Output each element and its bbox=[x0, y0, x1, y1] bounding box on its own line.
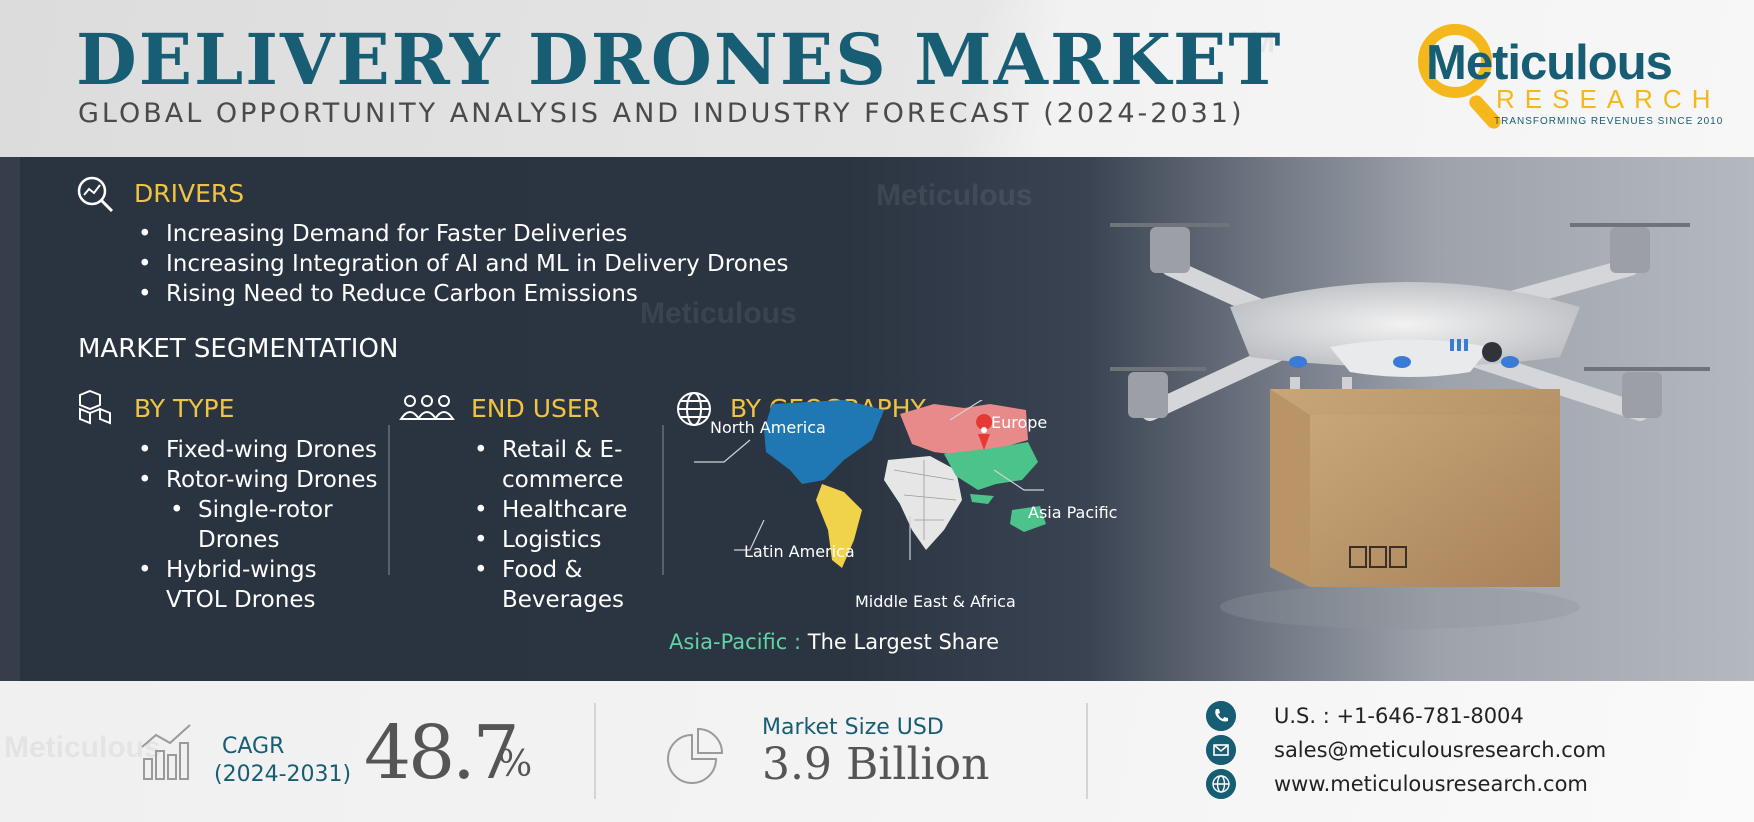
web-globe-icon bbox=[1206, 769, 1236, 799]
footer-divider bbox=[1086, 703, 1088, 799]
cagr-label: CAGR (2024-2031) bbox=[214, 733, 351, 789]
globe-icon bbox=[677, 392, 711, 426]
analytics-magnifier-icon bbox=[77, 176, 114, 213]
largest-share-note: Asia-Pacific : The Largest Share bbox=[669, 630, 999, 654]
end-user-list: Retail & E-commerce Healthcare Logistics… bbox=[470, 435, 670, 615]
segmentation-heading: MARKET SEGMENTATION bbox=[78, 334, 399, 364]
phone-icon bbox=[1206, 701, 1236, 731]
content-panel: Meticulous Meticulous DRIVERS Increasing… bbox=[0, 157, 1754, 681]
delivery-drone-illustration bbox=[1110, 223, 1710, 629]
market-size-label: Market Size USD bbox=[762, 715, 944, 740]
column-divider bbox=[388, 425, 390, 575]
label-europe: Europe bbox=[991, 413, 1048, 432]
type-item: Rotor-wing Drones bbox=[134, 465, 394, 495]
magnifier-icon bbox=[1418, 24, 1492, 98]
column-divider bbox=[662, 425, 664, 575]
page-subtitle: GLOBAL OPPORTUNITY ANALYSIS AND INDUSTRY… bbox=[78, 98, 1245, 129]
drivers-heading: DRIVERS bbox=[134, 179, 245, 208]
cagr-unit: % bbox=[498, 744, 533, 785]
end-user-item: Healthcare bbox=[470, 495, 670, 525]
logo-name: Meticulous bbox=[1426, 36, 1673, 90]
by-type-heading: BY TYPE bbox=[134, 394, 235, 423]
end-user-item: Food & Beverages bbox=[470, 555, 642, 615]
label-mea: Middle East & Africa bbox=[855, 592, 1016, 611]
footer-divider bbox=[594, 703, 596, 799]
watermark: M bbox=[1250, 26, 1275, 59]
cagr-value: 48.7 bbox=[364, 710, 520, 796]
label-latin-america: Latin America bbox=[744, 542, 855, 561]
driver-item: Increasing Demand for Faster Deliveries bbox=[134, 219, 788, 249]
label-asia-pacific: Asia Pacific bbox=[1028, 503, 1118, 522]
logo-tagline: TRANSFORMING REVENUES SINCE 2010 bbox=[1494, 116, 1724, 127]
website-text[interactable]: www.meticulousresearch.com bbox=[1274, 772, 1588, 796]
watermark: Meticulous bbox=[4, 731, 161, 764]
boxes-icon bbox=[79, 389, 111, 425]
type-item: Fixed-wing Drones bbox=[134, 435, 394, 465]
end-user-item: Logistics bbox=[470, 525, 670, 555]
growth-chart-icon bbox=[141, 724, 191, 780]
page-title: DELIVERY DRONES MARKET bbox=[76, 18, 1283, 101]
email-text[interactable]: sales@meticulousresearch.com bbox=[1274, 738, 1607, 762]
brand-logo[interactable]: Meticulous RESEARCH TRANSFORMING REVENUE… bbox=[1412, 18, 1722, 136]
pie-chart-icon bbox=[667, 727, 724, 784]
end-user-item: Retail & E-commerce bbox=[470, 435, 658, 495]
watermark: Meticulous bbox=[876, 179, 1033, 212]
phone-text[interactable]: U.S. : +1-646-781-8004 bbox=[1274, 704, 1524, 728]
users-icon bbox=[399, 395, 455, 420]
panel-edge bbox=[0, 157, 20, 681]
largest-region: Asia-Pacific : bbox=[669, 630, 802, 654]
footer: Meticulous CAGR (2024-2031) 48.7 % Marke… bbox=[0, 681, 1754, 822]
type-item: Hybrid-wings VTOL Drones bbox=[134, 555, 356, 615]
cagr-period: (2024-2031) bbox=[214, 762, 352, 787]
type-sub-item: Single-rotor Drones bbox=[134, 495, 348, 555]
label-north-america: North America bbox=[710, 418, 826, 437]
end-user-heading: END USER bbox=[471, 394, 601, 423]
largest-share-text: The Largest Share bbox=[807, 630, 1000, 654]
email-icon bbox=[1206, 735, 1236, 765]
by-type-list: Fixed-wing Drones Rotor-wing Drones Sing… bbox=[134, 435, 394, 615]
logo-research: RESEARCH bbox=[1496, 84, 1721, 114]
driver-item: Increasing Integration of AI and ML in D… bbox=[134, 249, 788, 279]
cagr-title: CAGR bbox=[222, 734, 285, 759]
world-map bbox=[694, 400, 1046, 568]
drivers-list: Increasing Demand for Faster Deliveries … bbox=[134, 219, 788, 309]
market-size-value: 3.9 Billion bbox=[762, 739, 990, 790]
driver-item: Rising Need to Reduce Carbon Emissions bbox=[134, 279, 788, 309]
header: M DELIVERY DRONES MARKET GLOBAL OPPORTUN… bbox=[0, 0, 1754, 157]
